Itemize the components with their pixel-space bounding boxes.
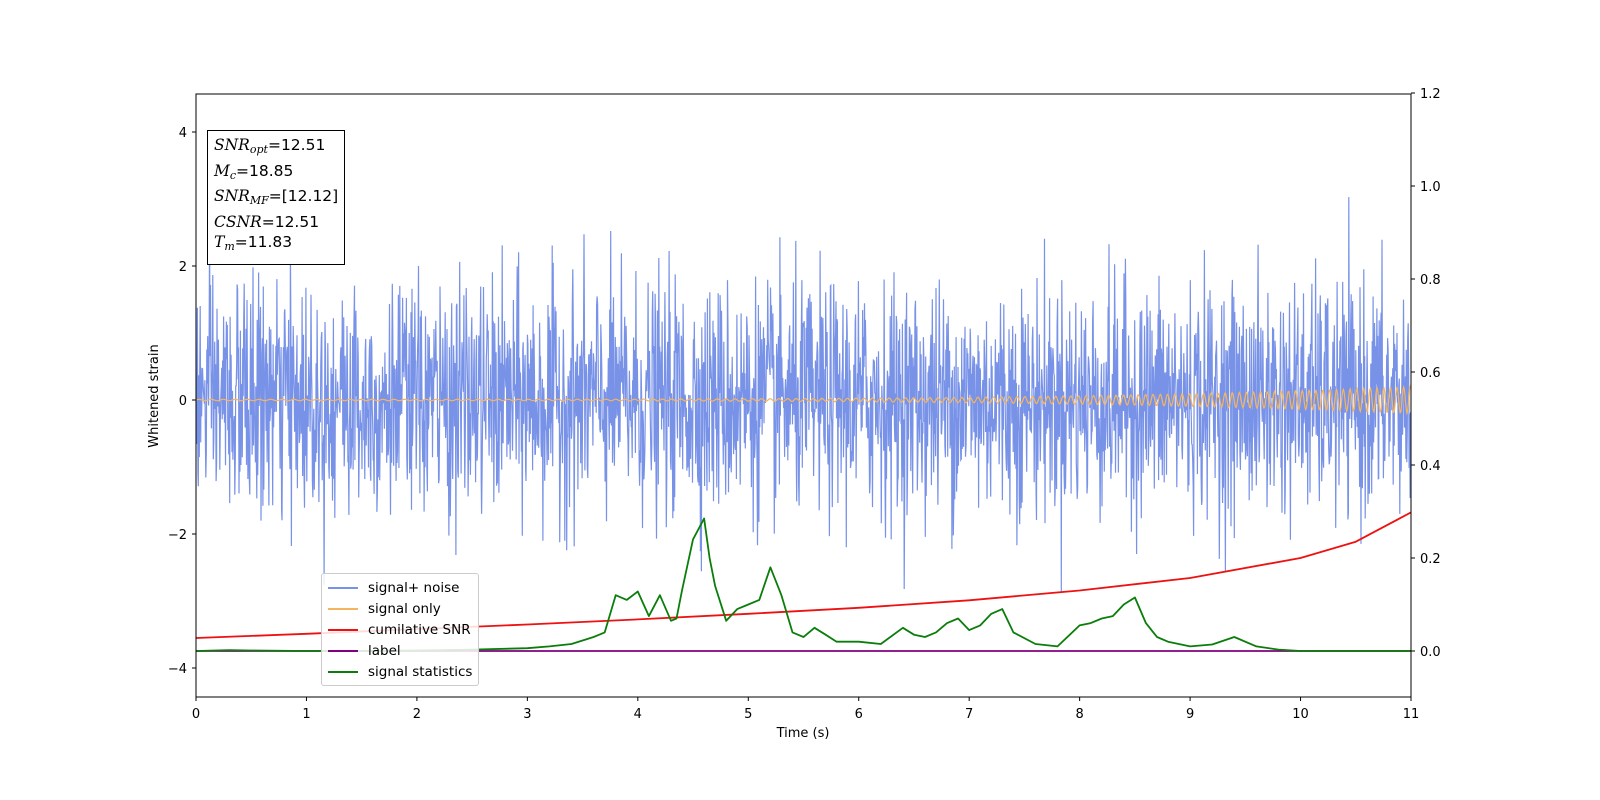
plot-frame [195,93,1412,698]
merger-time-line: Tm=11.83 [214,233,293,253]
y-left-tick-label: 2 [179,260,187,275]
parameters-box: SNRopt=12.51 Mc=18.85 SNRMF=[12.12] CSNR… [207,130,346,265]
x-tick-label: 6 [855,707,863,722]
y-left-tick-label: −2 [168,528,187,543]
legend: signal+ noise signal only cumilative SNR… [321,573,480,686]
legend-item-signal-only: signal only [328,598,472,619]
legend-item-cumulative-snr: cumilative SNR [328,619,472,640]
y-right-tick-label: 0.4 [1420,459,1441,474]
y-right-tick-label: 1.2 [1420,87,1441,102]
y-axis-label: Whitened strain [147,344,162,447]
x-tick-label: 8 [1075,707,1083,722]
x-tick-label: 9 [1186,707,1194,722]
series-signal-statistics [196,517,1411,652]
legend-label: label [368,642,401,659]
y-left-tick-label: 4 [179,126,187,141]
chirp-mass-line: Mc=18.85 [214,161,294,182]
x-tick-label: 11 [1403,707,1420,722]
legend-swatch-label [328,649,358,652]
legend-label: signal+ noise [368,579,460,596]
y-right-tick-label: 0.0 [1420,645,1441,660]
legend-swatch-signal-noise [328,586,358,589]
legend-swatch-signal-statistics [328,670,358,673]
axis-ticks: 0 1 2 3 4 5 6 7 8 9 10 11 4 2 0 −2 −4 1.2 1.0 0.8 0.6 0.4 0.2 0… [168,87,1441,722]
y-right-tick-label: 0.2 [1420,552,1441,567]
x-tick-label: 3 [523,707,531,722]
x-tick-label: 5 [744,707,752,722]
x-tick-label: 0 [192,707,200,722]
x-tick-label: 2 [413,707,421,722]
y-left-tick-label: −4 [168,662,187,677]
series-signal-only [196,384,1411,416]
snr-mf-line: SNRMF=[12.12] [214,187,339,207]
x-tick-label: 1 [302,707,310,722]
legend-swatch-cumulative-snr [328,628,358,631]
x-tick-label: 10 [1292,707,1309,722]
x-axis-label: Time (s) [776,726,830,741]
y-right-tick-label: 0.8 [1420,273,1441,288]
legend-swatch-signal-only [328,607,358,610]
legend-label: signal statistics [368,663,473,680]
legend-label: cumilative SNR [368,621,471,638]
y-right-tick-label: 0.6 [1420,366,1441,381]
legend-label: signal only [368,600,441,617]
snr-opt-line: SNRopt=12.51 [214,136,326,156]
y-left-tick-label: 0 [179,394,187,409]
x-tick-label: 4 [634,707,642,722]
legend-item-signal-statistics: signal statistics [328,661,472,682]
x-tick-label: 7 [965,707,973,722]
csnr-line: CSNR=12.51 [214,212,320,231]
legend-item-signal-noise: signal+ noise [328,577,472,598]
legend-item-label: label [328,640,472,661]
y-right-tick-label: 1.0 [1420,180,1441,195]
series-signal-noise [196,197,1411,593]
